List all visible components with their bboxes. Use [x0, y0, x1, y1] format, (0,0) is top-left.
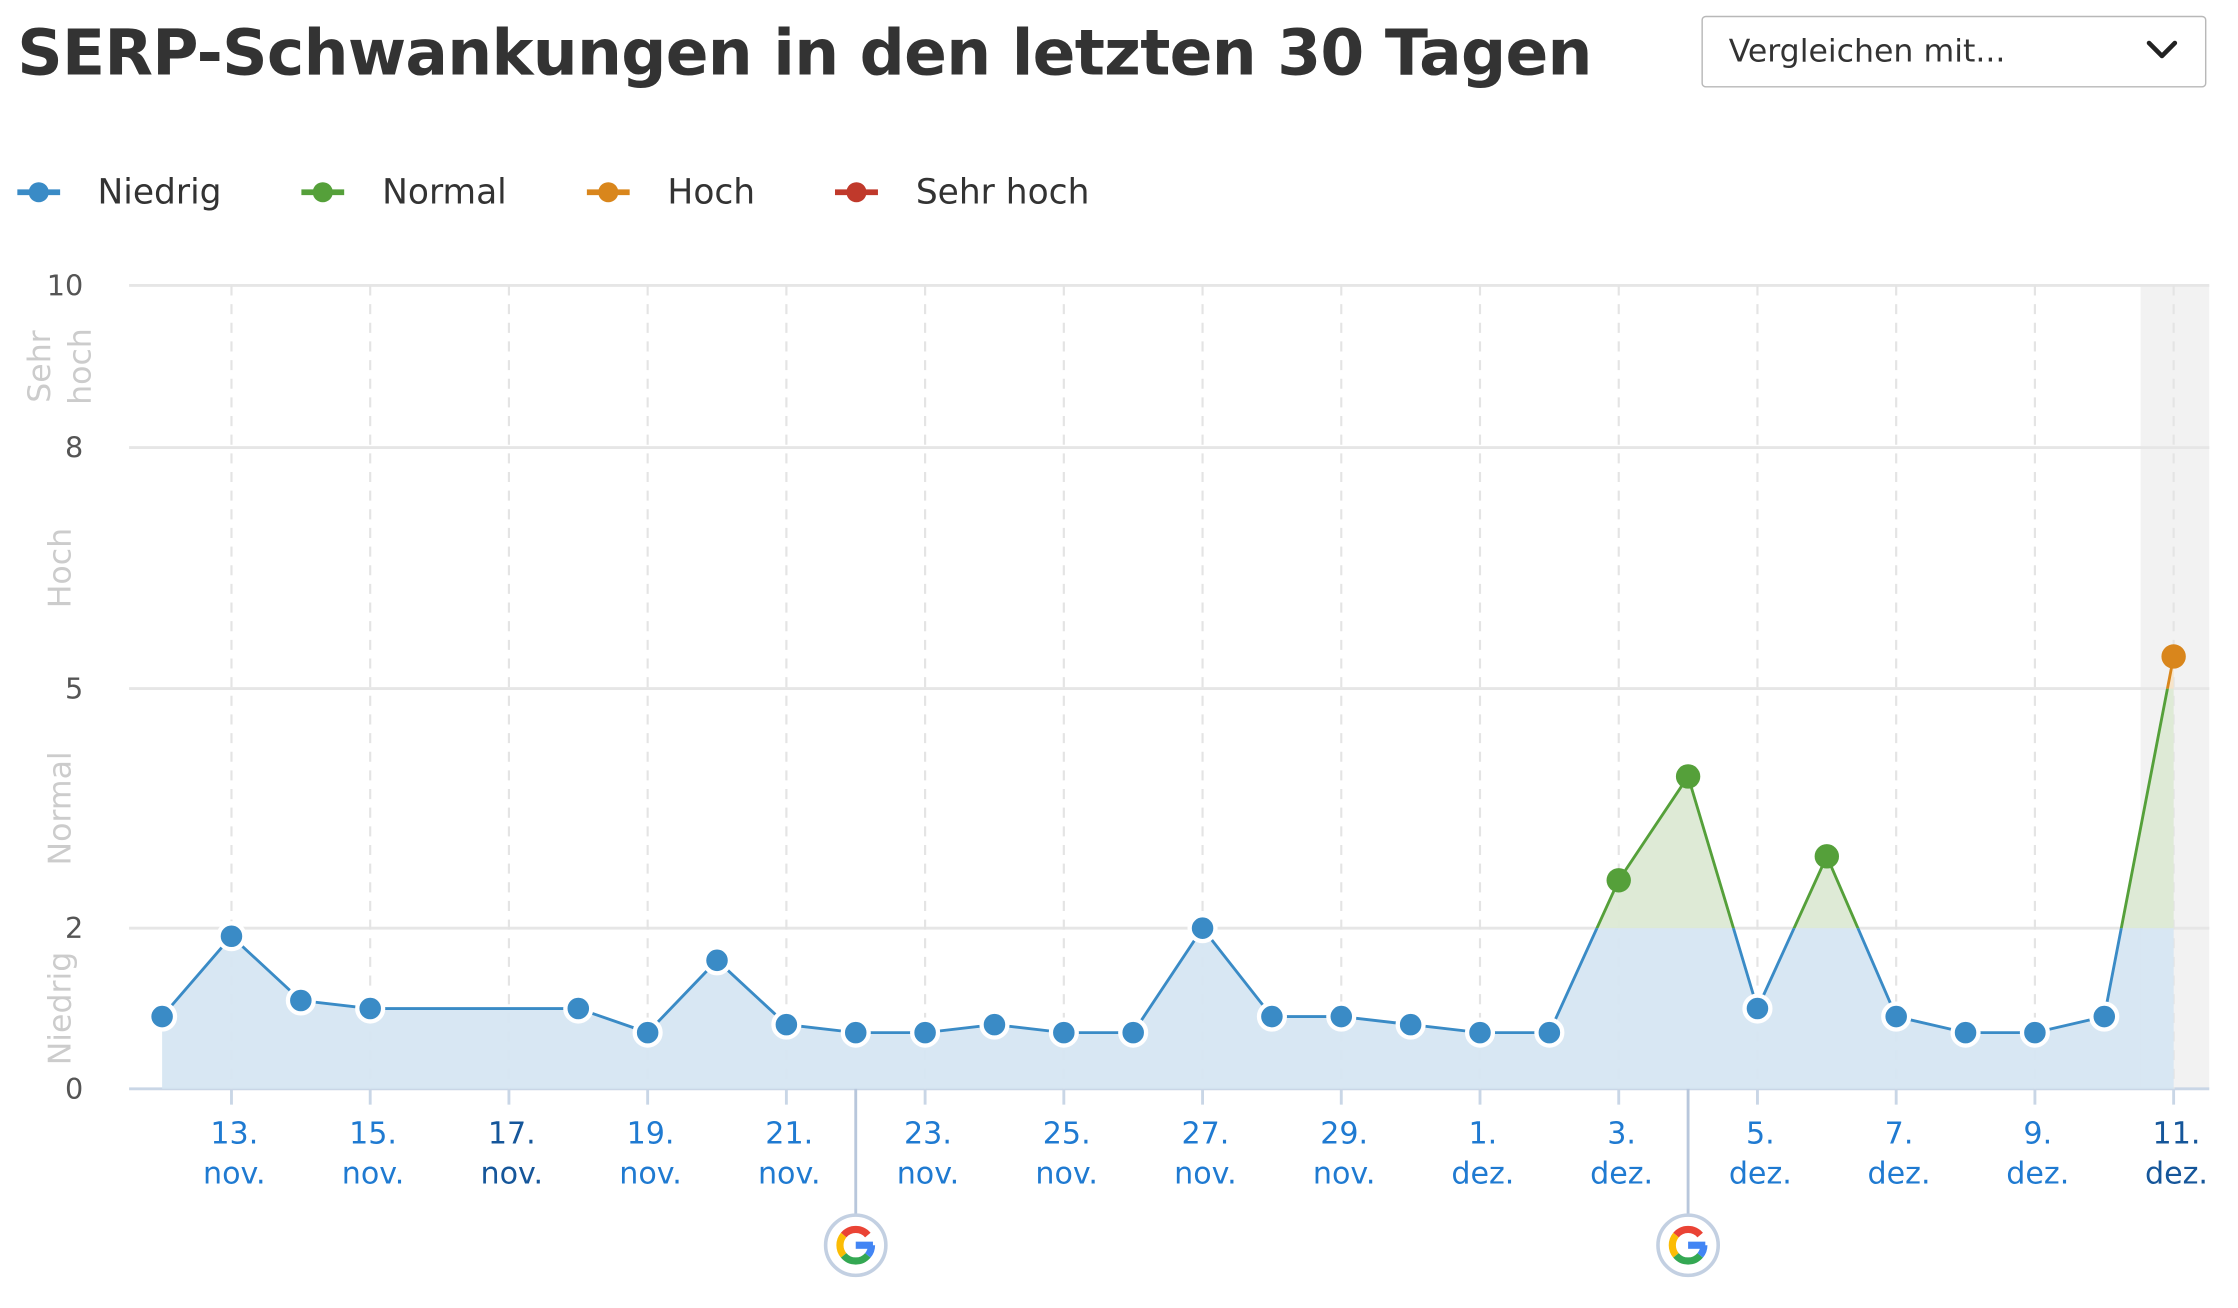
zone-label-text: hoch [62, 328, 98, 405]
data-point[interactable] [1326, 1001, 1357, 1032]
legend-label: Hoch [667, 172, 756, 213]
compare-dropdown-label: Vergleichen mit... [1728, 33, 2006, 70]
legend-item-normal[interactable]: Normal [301, 172, 507, 213]
data-point[interactable] [563, 993, 594, 1024]
area-fill-niedrig [162, 928, 2174, 1089]
data-point[interactable] [216, 921, 247, 952]
zone-label-text: Niedrig [42, 952, 78, 1066]
zone-label-text: Sehr [22, 330, 58, 402]
x-tick-day: 27. [1181, 1116, 1229, 1151]
data-point[interactable] [979, 1009, 1010, 1040]
x-tick-day: 15. [349, 1116, 397, 1151]
x-tick-day: 19. [627, 1116, 675, 1151]
zone-label: Hoch [42, 528, 78, 608]
data-point[interactable] [840, 1017, 871, 1048]
legend-item-sehr-hoch[interactable]: Sehr hoch [835, 172, 1089, 212]
data-point[interactable] [147, 1001, 178, 1032]
x-tick-month: nov. [342, 1157, 405, 1192]
x-tick-month: dez. [2145, 1157, 2208, 1192]
page-title: SERP-Schwankungen in den letzten 30 Tage… [17, 17, 1592, 91]
legend-item-niedrig[interactable]: Niedrig [17, 172, 221, 212]
chart-legend: Niedrig Normal Hoch Sehr hoch [17, 172, 1170, 212]
data-point[interactable] [1950, 1017, 1981, 1048]
data-point[interactable] [632, 1017, 663, 1048]
data-point[interactable] [2161, 644, 2186, 669]
x-tick-day: 21. [765, 1116, 813, 1151]
data-point[interactable] [1118, 1017, 1149, 1048]
data-point[interactable] [1534, 1017, 1565, 1048]
data-point[interactable] [1395, 1009, 1426, 1040]
x-tick-month: nov. [1174, 1157, 1237, 1192]
data-point[interactable] [1464, 1017, 1496, 1048]
data-point[interactable] [2019, 1017, 2050, 1048]
google-update-icon[interactable] [823, 1213, 888, 1278]
data-point[interactable] [1814, 844, 1840, 869]
x-tick-month: nov. [758, 1157, 821, 1192]
x-tick-month: nov. [897, 1157, 960, 1192]
x-tick-month: nov. [481, 1157, 544, 1192]
y-tick-label: 2 [65, 911, 83, 945]
x-tick-month: dez. [2006, 1157, 2069, 1192]
zone-label: Normal [42, 751, 78, 865]
y-tick-label: 5 [65, 672, 83, 706]
x-tick-day: 17. [488, 1116, 536, 1151]
data-point[interactable] [1675, 764, 1701, 789]
x-tick-day: 9. [2023, 1116, 2052, 1151]
x-tick-day: 3. [1607, 1116, 1636, 1151]
data-point[interactable] [1187, 913, 1218, 944]
x-tick-month: dez. [1451, 1157, 1514, 1192]
legend-marker-icon [587, 182, 631, 203]
x-tick-day: 7. [1885, 1116, 1914, 1151]
y-tick-label: 0 [65, 1072, 83, 1106]
zone-label-text: Normal [42, 751, 78, 865]
data-point[interactable] [1256, 1001, 1287, 1032]
x-tick-day: 11. [2153, 1116, 2201, 1151]
data-point[interactable] [2089, 1001, 2120, 1032]
data-point[interactable] [1048, 1017, 1079, 1048]
x-tick-day: 1. [1469, 1116, 1498, 1151]
data-point[interactable] [1606, 868, 1631, 893]
x-tick-day: 25. [1043, 1116, 1091, 1151]
x-tick-day: 23. [904, 1116, 952, 1151]
x-tick-month: nov. [619, 1157, 682, 1192]
data-point[interactable] [701, 945, 733, 976]
data-point[interactable] [355, 993, 386, 1024]
x-tick-month: nov. [1035, 1157, 1098, 1192]
zone-label-text: Hoch [42, 528, 78, 608]
chevron-down-icon [2145, 34, 2179, 70]
data-point[interactable] [771, 1009, 802, 1040]
legend-marker-icon [835, 182, 879, 203]
x-tick-day: 13. [210, 1116, 258, 1151]
y-tick-label: 8 [65, 431, 83, 465]
compare-dropdown[interactable]: Vergleichen mit... [1701, 15, 2207, 88]
x-tick-month: dez. [1590, 1157, 1653, 1192]
y-tick-label: 10 [47, 269, 84, 303]
google-update-icon[interactable] [1656, 1213, 1721, 1278]
x-tick-month: dez. [1729, 1157, 1792, 1192]
area-fill-normal [1202, 688, 2174, 929]
legend-marker-icon [301, 182, 345, 203]
data-point[interactable] [285, 985, 316, 1016]
data-point[interactable] [1881, 1001, 1912, 1032]
x-tick-day: 5. [1746, 1116, 1775, 1151]
x-tick-month: nov. [1313, 1157, 1376, 1192]
data-point[interactable] [910, 1017, 941, 1048]
legend-label: Sehr hoch [915, 172, 1090, 213]
x-tick-day: 29. [1320, 1116, 1368, 1151]
x-tick-month: dez. [1868, 1157, 1931, 1192]
series-line-niedrig [161, 928, 2123, 1035]
zone-label: Niedrig [42, 952, 78, 1066]
x-tick-month: nov. [203, 1157, 266, 1192]
data-point[interactable] [1742, 993, 1773, 1024]
legend-marker-icon [17, 182, 61, 203]
legend-label: Normal [382, 172, 507, 213]
area-fill-hoch [2167, 656, 2174, 689]
legend-label: Niedrig [97, 172, 222, 213]
legend-item-hoch[interactable]: Hoch [587, 172, 755, 212]
zone-label: Sehr hoch [22, 328, 98, 405]
